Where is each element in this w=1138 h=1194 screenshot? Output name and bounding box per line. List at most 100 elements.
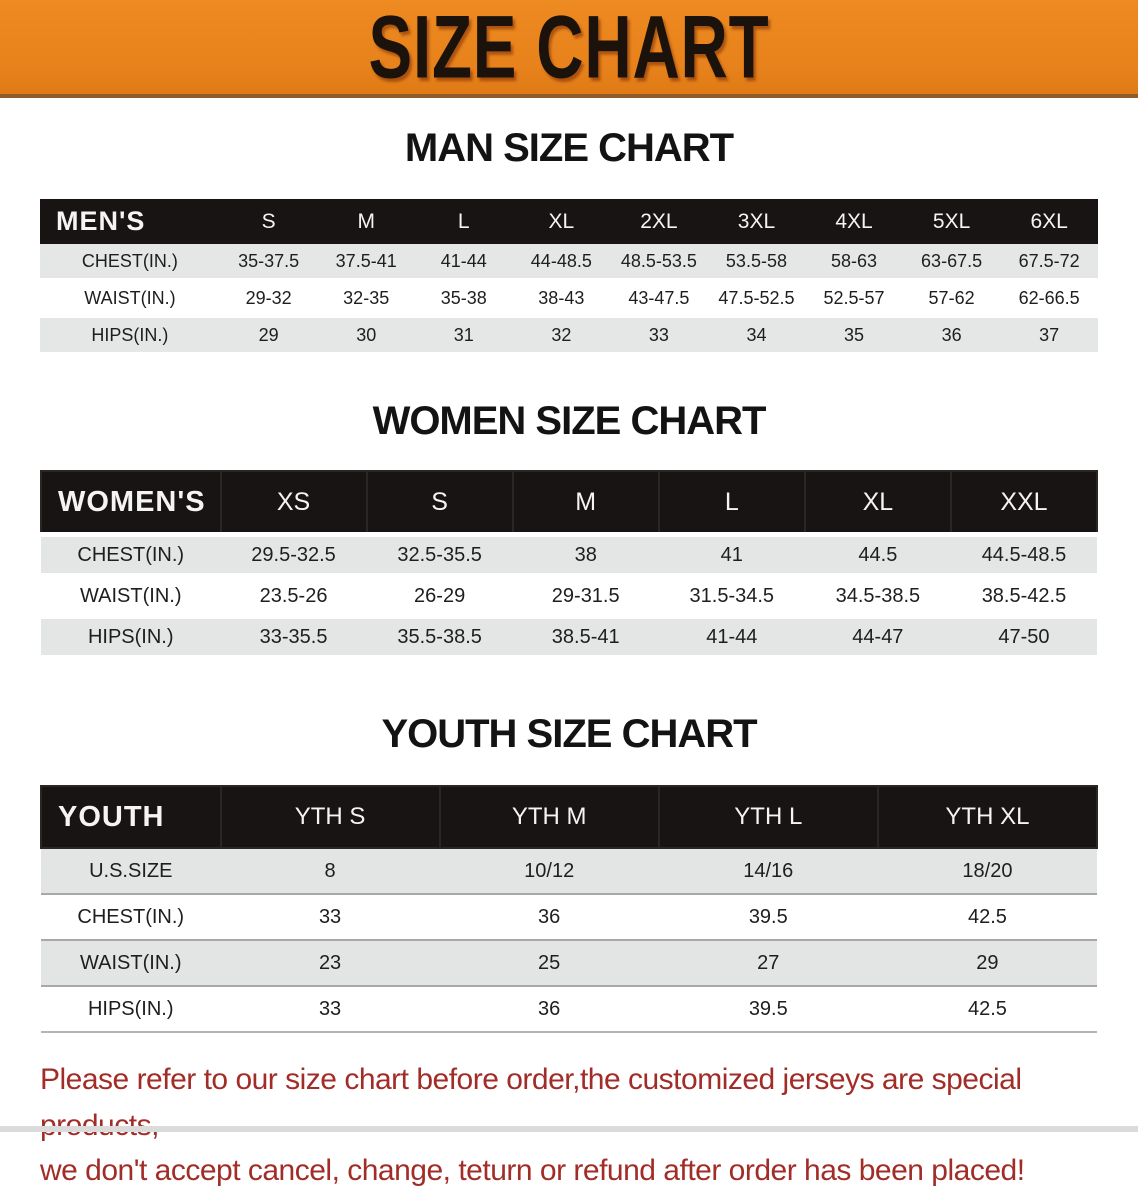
table-row: CHEST(IN.) 29.5-32.5 32.5-35.5 38 41 44.5 44.5… — [41, 532, 1097, 578]
table-row: U.S.SIZE 8 10/12 14/16 18/20 — [41, 847, 1097, 894]
table-row: HIPS(IN.) 33 36 39.5 42.5 — [41, 985, 1097, 1033]
size-column-header: S — [365, 470, 514, 536]
table-row: WAIST(IN.) 29-32 32-35 35-38 38-43 43-47.5 47.… — [40, 279, 1098, 318]
measurement-value: 32 — [512, 316, 611, 355]
measurement-value: 35 — [805, 316, 903, 355]
measurement-value: 52.5-57 — [805, 279, 903, 318]
measurement-value: 58-63 — [805, 244, 903, 281]
man-size-chart-heading: MAN SIZE CHART — [404, 126, 734, 170]
measurement-value: 34 — [707, 316, 806, 355]
measurement-value: 25 — [439, 939, 659, 986]
measurement-value: 10/12 — [439, 847, 659, 894]
measurement-label: HIPS(IN.) — [40, 316, 220, 355]
measurement-value: 29 — [219, 316, 318, 355]
measurement-value: 30 — [317, 316, 415, 355]
measurement-value: 63-67.5 — [902, 244, 1001, 281]
measurement-value: 14/16 — [658, 847, 878, 894]
measurement-value: 35-38 — [414, 279, 513, 318]
youth-size-table: YOUTH YTH S YTH M YTH L YTH XL U.S.SIZE 8 10/12… — [40, 785, 1099, 1033]
table-row: HIPS(IN.) 29 30 31 32 33 34 35 36 37 — [40, 316, 1098, 355]
measurement-value: 18/20 — [877, 847, 1097, 894]
measurement-value: 44-47 — [804, 614, 951, 660]
measurement-value: 39.5 — [658, 985, 878, 1033]
measurement-value: 8 — [220, 847, 440, 894]
women-size-chart-heading: WOMEN SIZE CHART — [372, 399, 767, 443]
size-column-header: YTH S — [219, 785, 441, 849]
measurement-label: WAIST(IN.) — [40, 279, 220, 318]
measurement-value: 29.5-32.5 — [220, 532, 367, 578]
measurement-value: 62-66.5 — [1000, 279, 1098, 318]
youth-size-chart-heading: YOUTH SIZE CHART — [381, 712, 757, 756]
mens-size-table: MEN'S S M L XL 2XL 3XL 4XL 5XL 6XL CHEST(IN.) 35-37… — [40, 199, 1098, 355]
measurement-value: 57-62 — [902, 279, 1001, 318]
measurement-value: 36 — [439, 893, 659, 940]
measurement-value: 38.5-42.5 — [950, 573, 1097, 619]
measurement-value: 29-31.5 — [512, 573, 659, 619]
size-column-header: 6XL — [1000, 199, 1098, 244]
measurement-value: 44.5 — [804, 532, 951, 578]
measurement-value: 23 — [220, 939, 440, 986]
measurement-value: 41-44 — [414, 244, 513, 281]
size-column-header: M — [511, 470, 660, 536]
size-column-header: XL — [803, 470, 952, 536]
measurement-label: HIPS(IN.) — [41, 614, 221, 660]
size-column-header: YTH L — [657, 785, 879, 849]
measurement-value: 42.5 — [877, 893, 1097, 940]
size-column-header: 4XL — [805, 199, 903, 244]
size-column-header: YTH XL — [876, 785, 1099, 849]
size-column-header: M — [317, 199, 415, 244]
measurement-value: 41-44 — [658, 614, 805, 660]
table-corner-label: MEN'S — [40, 199, 220, 244]
measurement-label: CHEST(IN.) — [41, 893, 221, 940]
size-column-header: XXL — [949, 470, 1099, 536]
measurement-value: 33-35.5 — [220, 614, 367, 660]
measurement-value: 67.5-72 — [1000, 244, 1098, 281]
measurement-value: 44.5-48.5 — [950, 532, 1097, 578]
banner-title: SIZE CHART — [368, 0, 770, 97]
size-chart-banner: SIZE CHART — [0, 0, 1138, 98]
size-column-header: L — [414, 199, 513, 244]
measurement-value: 38.5-41 — [512, 614, 659, 660]
measurement-value: 23.5-26 — [220, 573, 367, 619]
table-row: HIPS(IN.) 33-35.5 35.5-38.5 38.5-41 41-44 44-… — [41, 614, 1097, 660]
measurement-value: 38 — [512, 532, 659, 578]
measurement-value: 39.5 — [658, 893, 878, 940]
measurement-value: 41 — [658, 532, 805, 578]
measurement-value: 36 — [439, 985, 659, 1033]
measurement-value: 44-48.5 — [512, 244, 611, 281]
measurement-value: 27 — [658, 939, 878, 986]
measurement-label: WAIST(IN.) — [41, 939, 221, 986]
disclaimer-line-1: Please refer to our size chart before or… — [40, 1063, 1022, 1142]
measurement-value: 33 — [610, 316, 708, 355]
measurement-value: 43-47.5 — [610, 279, 708, 318]
table-header-row: WOMEN'S XS S M L XL XXL — [40, 470, 1099, 536]
measurement-value: 37 — [1000, 316, 1098, 355]
size-column-header: 2XL — [610, 199, 708, 244]
disclaimer-line-2: we don't accept cancel, change, teturn o… — [40, 1154, 1025, 1188]
bottom-edge-strip — [0, 1126, 1138, 1132]
size-column-header: 3XL — [707, 199, 806, 244]
measurement-label: HIPS(IN.) — [41, 985, 221, 1033]
measurement-value: 42.5 — [877, 985, 1097, 1033]
size-column-header: XS — [219, 470, 368, 536]
size-column-header: 5XL — [902, 199, 1001, 244]
measurement-value: 29-32 — [219, 279, 318, 318]
measurement-value: 34.5-38.5 — [804, 573, 951, 619]
table-corner-label: YOUTH — [40, 785, 222, 849]
measurement-value: 31 — [414, 316, 513, 355]
measurement-value: 38-43 — [512, 279, 611, 318]
table-row: CHEST(IN.) 35-37.5 37.5-41 41-44 44-48.5 48.5… — [40, 244, 1098, 281]
measurement-value: 47.5-52.5 — [707, 279, 806, 318]
table-row: WAIST(IN.) 23 25 27 29 — [41, 939, 1097, 986]
measurement-value: 33 — [220, 985, 440, 1033]
measurement-value: 35.5-38.5 — [366, 614, 513, 660]
measurement-label: CHEST(IN.) — [40, 244, 220, 281]
measurement-label: U.S.SIZE — [41, 847, 221, 894]
size-column-header: L — [657, 470, 806, 536]
size-column-header: S — [219, 199, 318, 244]
measurement-value: 33 — [220, 893, 440, 940]
measurement-label: CHEST(IN.) — [41, 532, 221, 578]
table-row: CHEST(IN.) 33 36 39.5 42.5 — [41, 893, 1097, 940]
measurement-label: WAIST(IN.) — [41, 573, 221, 619]
measurement-value: 31.5-34.5 — [658, 573, 805, 619]
